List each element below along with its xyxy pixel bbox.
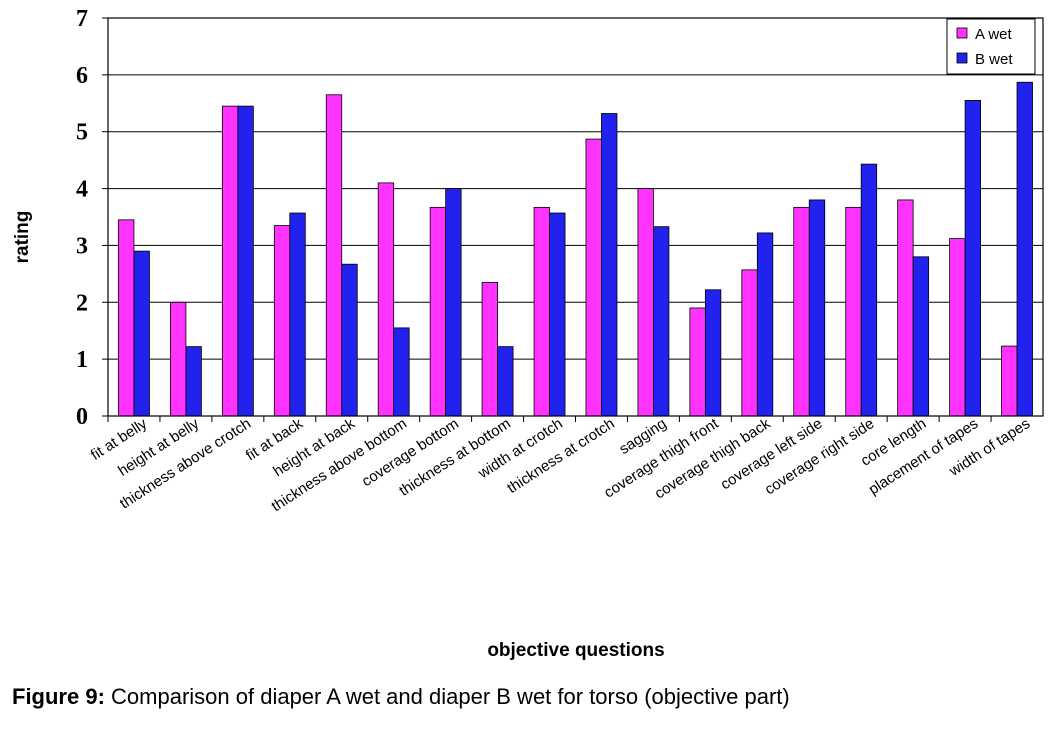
bar-b-wet-height-at-belly — [185, 346, 202, 417]
bar-a-wet-height-at-belly — [170, 301, 187, 417]
bar-a-wet-fit-at-back — [273, 225, 291, 417]
bar-b-wet-fit-at-back — [289, 212, 306, 417]
bar-a-wet-sagging — [637, 188, 654, 417]
y-tick-labels: 0 1 2 3 4 5 6 7 — [76, 6, 88, 430]
y-tick-label: 7 — [76, 6, 88, 32]
bar-b-wet-height-at-back — [341, 263, 358, 417]
bar-a-wet-core-length — [897, 199, 914, 417]
bar-a-wet-coverage-right-side — [845, 206, 862, 417]
bar-a-wet-width-of-tapes — [1001, 345, 1018, 417]
bar-b-wet-coverage-right-side — [860, 163, 878, 417]
legend-label-b-wet: B wet — [975, 51, 1013, 68]
x-axis-title: objective questions — [487, 640, 664, 661]
bar-b-wet-sagging — [653, 226, 670, 417]
bar-a-wet-placement-of-tapes — [949, 238, 966, 417]
y-tick-label: 5 — [76, 120, 88, 146]
legend-swatch-a-wet — [956, 27, 968, 39]
bar-a-wet-width-at-crotch — [533, 206, 550, 417]
bar-b-wet-width-at-crotch — [549, 212, 566, 417]
bar-b-wet-thickness-at-crotch — [601, 113, 618, 417]
y-tick-label: 2 — [76, 290, 88, 316]
legend-swatch-b-wet — [956, 52, 968, 64]
figure-caption-text: Comparison of diaper A wet and diaper B … — [111, 684, 790, 709]
plot-frame — [107, 17, 1044, 417]
bar-b-wet-coverage-thigh-back — [756, 232, 774, 417]
bar-a-wet-thickness-above-crotch — [221, 105, 239, 417]
legend-label-a-wet: A wet — [975, 26, 1013, 43]
bar-b-wet-placement-of-tapes — [964, 100, 981, 417]
y-tick-label: 3 — [76, 233, 88, 259]
bar-a-wet-thickness-above-bottom — [377, 182, 395, 417]
bar-a-wet-coverage-left-side — [793, 206, 810, 417]
bar-a-wet-fit-at-belly — [118, 219, 135, 417]
bar-b-wet-thickness-above-crotch — [237, 105, 254, 417]
bar-b-wet-coverage-thigh-front — [704, 289, 722, 417]
y-tick-label: 1 — [76, 347, 88, 373]
legend: A wet B wet — [946, 18, 1036, 75]
bar-a-wet-thickness-at-bottom — [481, 281, 498, 417]
bar-b-wet-fit-at-belly — [133, 250, 150, 417]
bar-b-wet-thickness-above-bottom — [393, 327, 410, 417]
figure-caption: Figure 9: Comparison of diaper A wet and… — [12, 684, 790, 710]
y-axis-title: rating — [12, 211, 33, 264]
bar-b-wet-coverage-left-side — [808, 199, 826, 417]
bar-b-wet-thickness-at-bottom — [497, 346, 514, 417]
bar-a-wet-coverage-bottom — [429, 206, 447, 417]
bar-b-wet-coverage-bottom — [445, 188, 462, 417]
y-tick-label: 4 — [76, 177, 88, 203]
bar-b-wet-width-of-tapes — [1016, 81, 1033, 417]
y-tick-label: 0 — [76, 404, 88, 430]
bar-a-wet-thickness-at-crotch — [585, 138, 602, 417]
figure-caption-label: Figure 9: — [12, 684, 105, 709]
bar-a-wet-coverage-thigh-back — [741, 269, 758, 417]
bar-a-wet-coverage-thigh-front — [689, 307, 706, 417]
bar-b-wet-core-length — [912, 256, 930, 417]
y-tick-label: 6 — [76, 63, 88, 89]
bars — [118, 81, 1033, 417]
bar-a-wet-height-at-back — [325, 94, 343, 417]
